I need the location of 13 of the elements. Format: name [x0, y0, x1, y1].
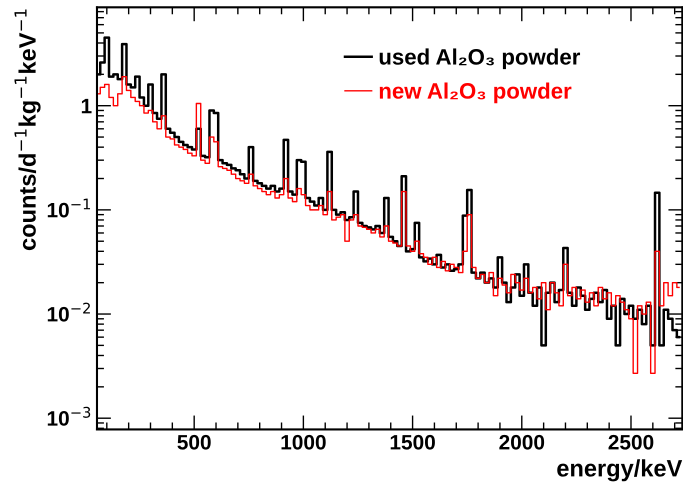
x-tick-label: 500 [177, 434, 211, 450]
x-axis-title: energy/keV [557, 459, 682, 482]
x-tick-label: 1500 [390, 434, 435, 450]
y-axis-title: counts/d$^{−1}$kg$^{−1}$keV$^{−1}$ [14, 10, 41, 250]
y-tick-label: 10$^{−1}$ [48, 198, 90, 218]
legend-label: used Al₂O₃ powder [380, 48, 580, 70]
y-tick-label: 10$^{−2}$ [48, 302, 90, 322]
y-tick-label: 10$^{−3}$ [48, 406, 90, 426]
x-tick-label: 1000 [282, 434, 326, 450]
x-tick-label: 2000 [499, 434, 544, 450]
x-tick-label: 2500 [608, 434, 654, 450]
legend-label: new Al₂O₃ powder [380, 82, 572, 104]
y-tick-label: 1 [82, 98, 92, 114]
